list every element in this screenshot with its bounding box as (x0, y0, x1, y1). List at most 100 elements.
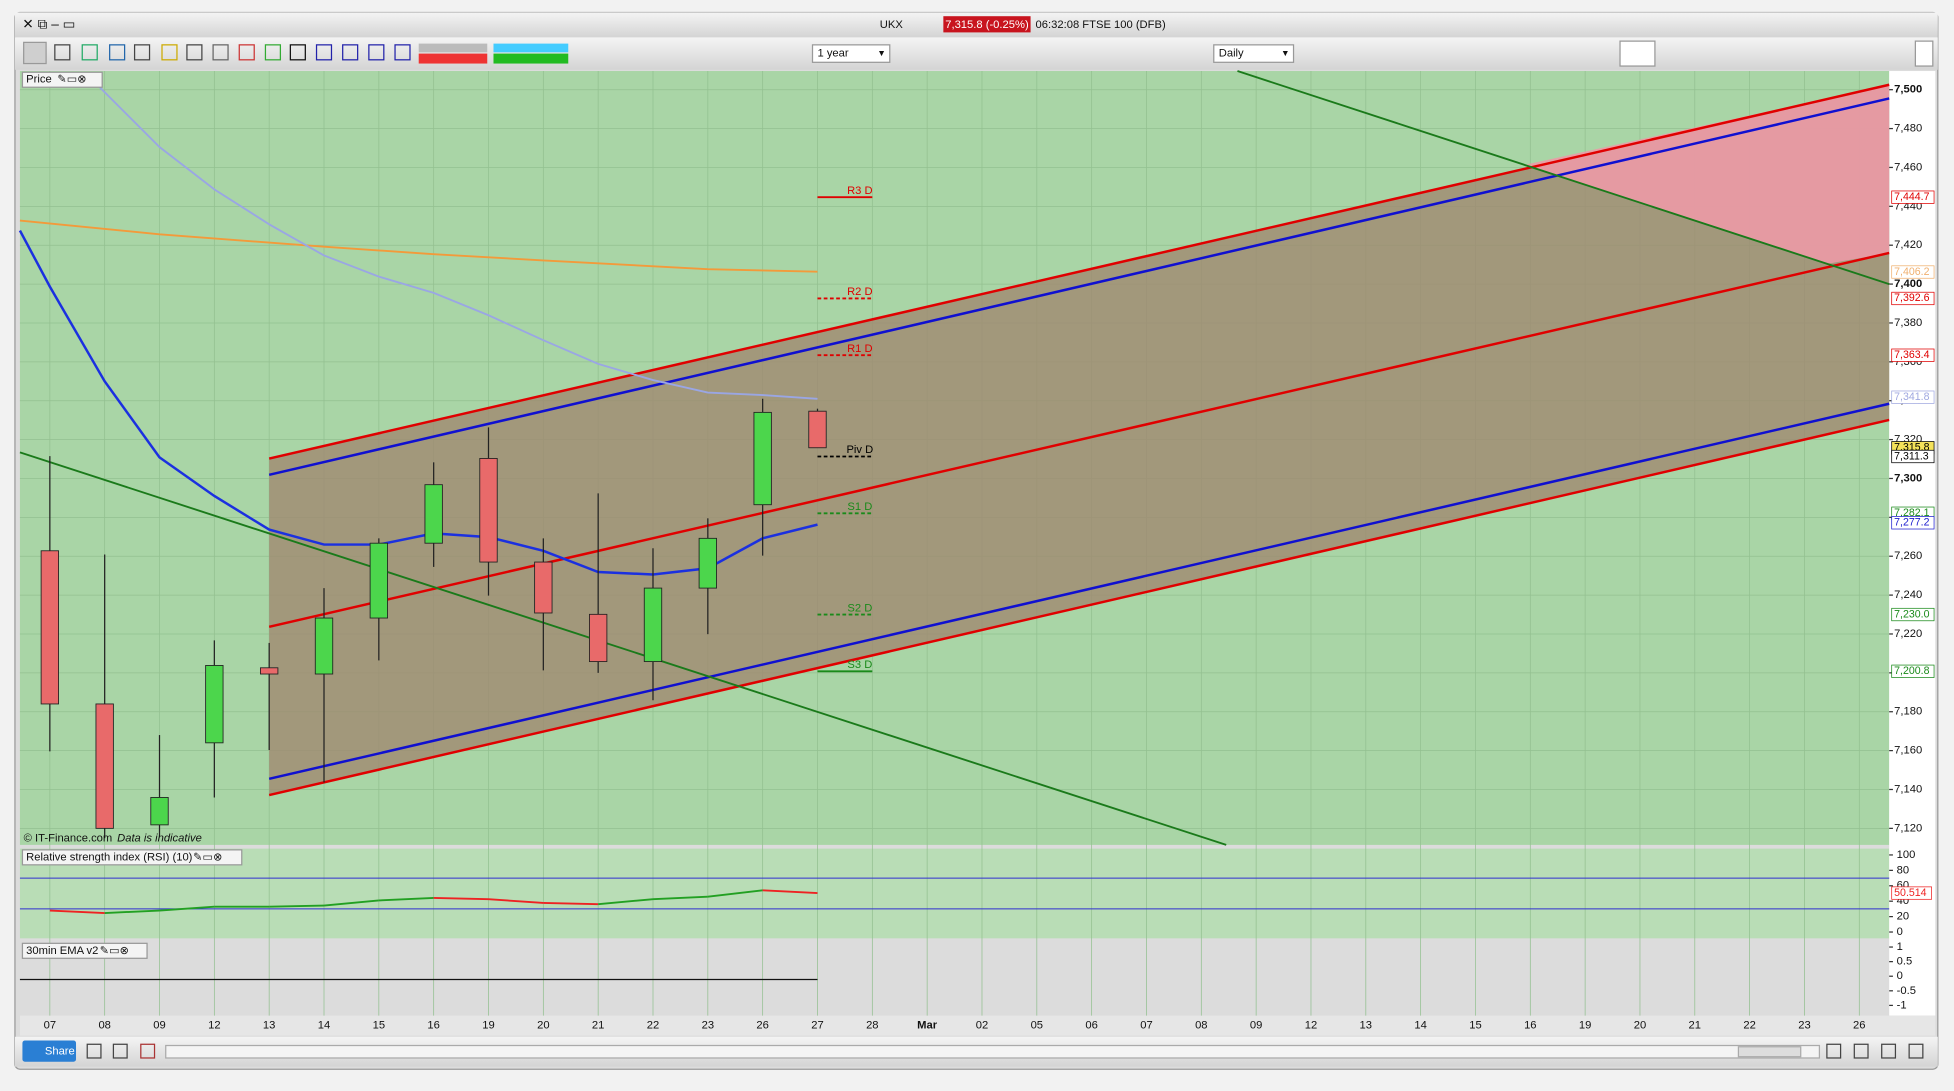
y-tick-label: 7,300 (1894, 472, 1922, 484)
y-tick-label: -1 (1897, 999, 1907, 1011)
y-tick-label: 7,140 (1894, 783, 1922, 795)
price-tag (1891, 449, 1935, 464)
candle-body (753, 411, 772, 506)
x-tick-label: 21 (1689, 1020, 1701, 1032)
toolbar (14, 37, 1938, 70)
pivot-label: R2 D (847, 286, 873, 298)
rsi-segment (652, 895, 708, 901)
dropdown-arrow[interactable]: ▼ (1281, 48, 1290, 58)
x-tick-label: 28 (866, 1020, 878, 1032)
x-tick-label: 19 (1579, 1020, 1591, 1032)
y-tick-label: 80 (1897, 864, 1909, 876)
y-tick-label: 7,380 (1894, 317, 1922, 329)
rsi-segment (378, 896, 434, 902)
y-tick-label: 60 (1897, 880, 1909, 892)
share-label[interactable]: Share (45, 1046, 75, 1058)
y-tick-label: 100 (1897, 849, 1916, 861)
x-tick-label: 09 (153, 1020, 165, 1032)
time-axis (19, 1015, 1936, 1036)
rsi-tag-label: 50.514 (1894, 887, 1926, 899)
x-tick-label: Mar (917, 1020, 938, 1032)
x-tick-label: 07 (1140, 1020, 1152, 1032)
x-tick-label: 19 (482, 1020, 494, 1032)
x-tick-label: 23 (1798, 1020, 1810, 1032)
y-tick-label: 0 (1897, 970, 1903, 982)
rsi-tag (1891, 886, 1932, 900)
x-tick-label: 08 (98, 1020, 110, 1032)
pivot-label: S1 D (847, 501, 872, 513)
pivot-label: Piv D (846, 444, 873, 456)
panel-label: Relative strength index (RSI) (10) (26, 851, 193, 863)
y-tick-label: 7,420 (1894, 239, 1922, 251)
price-tag-label: 7,200.8 (1894, 665, 1929, 677)
y-tick-label: 0 (1897, 926, 1903, 938)
y-tick-label: 7,120 (1894, 822, 1922, 834)
pivot-label: R1 D (847, 343, 873, 355)
pivot-label: S2 D (847, 602, 872, 614)
x-tick-label: 14 (1414, 1020, 1426, 1032)
pivot-label: R3 D (847, 185, 873, 197)
period-value[interactable]: 1 year (817, 48, 848, 60)
x-tick-label: 26 (756, 1020, 768, 1032)
x-tick-label: 13 (1360, 1020, 1372, 1032)
price-tag (1891, 190, 1935, 204)
x-tick-label: 09 (1250, 1020, 1262, 1032)
footer-icons[interactable] (86, 1043, 1924, 1059)
candle-body (369, 542, 388, 619)
price-tag-label: 7,406.2 (1894, 266, 1929, 278)
x-tick-label: 16 (1524, 1020, 1536, 1032)
period-select[interactable] (811, 44, 891, 63)
rsi-segment (488, 898, 544, 904)
y-tick-label: -0.5 (1897, 985, 1916, 997)
x-tick-label: 13 (263, 1020, 275, 1032)
y-tick-label: 20 (1897, 911, 1909, 923)
x-tick-label: 15 (373, 1020, 385, 1032)
price-badge (943, 16, 1031, 33)
y-tick-label: 40 (1897, 895, 1909, 907)
x-tick-label: 07 (44, 1020, 56, 1032)
x-tick-label: 16 (427, 1020, 439, 1032)
time-name: 06:32:08 FTSE 100 (DFB) (1036, 19, 1166, 31)
pivot-label: S3 D (847, 659, 872, 671)
panel-tools[interactable]: ✎▭⊗ (193, 851, 222, 863)
interval-select[interactable] (1213, 44, 1295, 63)
candle-body (479, 458, 498, 563)
rsi-segment (762, 889, 818, 895)
x-tick-label: 23 (702, 1020, 714, 1032)
rsi-segment (104, 909, 160, 914)
price-tag (1891, 390, 1935, 404)
y-tick-label: 7,180 (1894, 706, 1922, 718)
x-tick-label: 22 (1743, 1020, 1755, 1032)
y-tick-label: 7,440 (1894, 200, 1922, 212)
interval-value[interactable]: Daily (1219, 48, 1244, 60)
x-tick-label: 22 (647, 1020, 659, 1032)
x-tick-label: 20 (537, 1020, 549, 1032)
y-tick-label: 7,480 (1894, 123, 1922, 135)
price-tag (1891, 348, 1935, 362)
y-tick-label: 7,400 (1894, 278, 1922, 290)
x-tick-label: 05 (1031, 1020, 1043, 1032)
rsi-segment (433, 896, 489, 901)
y-tick-label: 7,220 (1894, 628, 1922, 640)
window-controls[interactable]: ✕ ⧉ – ▭ (22, 17, 75, 32)
price-tag-label: 7,315.8 (1894, 442, 1929, 454)
price-tag-label: 7,444.7 (1894, 191, 1929, 203)
price-tag (1891, 607, 1935, 622)
candle-body (314, 617, 334, 675)
panel-tools[interactable]: ✎▭⊗ (57, 74, 86, 86)
panel-tools[interactable]: ✎▭⊗ (100, 945, 129, 957)
dropdown-arrow[interactable]: ▼ (877, 48, 886, 58)
x-tick-label: 02 (976, 1020, 988, 1032)
price-tag (1891, 265, 1935, 279)
share-button[interactable] (22, 1040, 77, 1062)
candle-body (260, 667, 279, 675)
rsi-segment (323, 899, 379, 907)
candle-body (95, 703, 114, 829)
panel-tag (21, 849, 243, 866)
x-tick-label: 20 (1634, 1020, 1646, 1032)
price-tag-label: 7,392.6 (1894, 292, 1929, 304)
rsi-segment (159, 905, 215, 912)
tool-icons[interactable] (23, 40, 1934, 67)
